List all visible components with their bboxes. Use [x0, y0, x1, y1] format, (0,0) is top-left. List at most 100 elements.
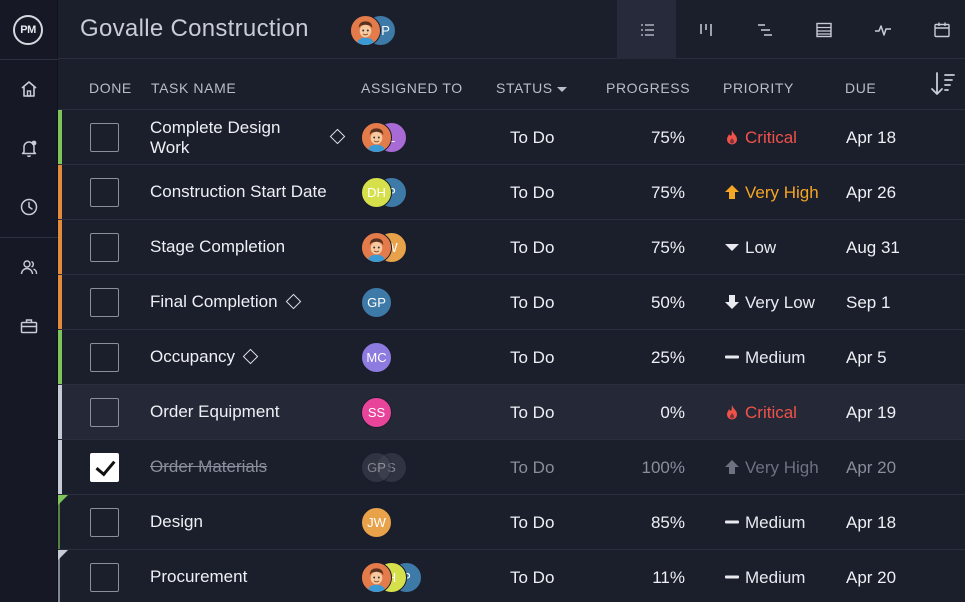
clock-icon[interactable] — [19, 197, 39, 217]
table-row[interactable]: Occupancy MC To Do 25% Medium Apr 5 — [58, 330, 965, 385]
task-progress[interactable]: 100% — [641, 458, 685, 477]
table-row[interactable]: Design JW To Do 85% Medium Apr 18 — [58, 495, 965, 550]
task-priority[interactable]: Critical — [724, 403, 797, 423]
sheet-view-button[interactable] — [794, 0, 853, 59]
task-priority[interactable]: Medium — [724, 513, 805, 533]
table-row[interactable]: Procurement HP To Do 11% Medium Apr 20 — [58, 550, 965, 602]
table-row[interactable]: Final Completion GP To Do 50% Very Low Sep 1 — [58, 275, 965, 330]
assignee-avatars[interactable]: GP S — [361, 452, 421, 484]
task-due-date[interactable]: Apr 18 — [846, 513, 897, 532]
column-header-done[interactable]: DONE — [89, 80, 132, 96]
task-status[interactable]: To Do — [510, 183, 555, 202]
task-name[interactable]: Construction Start Date — [150, 182, 327, 201]
task-progress[interactable]: 50% — [650, 293, 685, 312]
home-icon[interactable] — [19, 79, 39, 99]
avatar[interactable]: DH — [361, 177, 392, 208]
task-progress[interactable]: 25% — [650, 348, 685, 367]
table-row[interactable]: Complete Design Work L To Do 75% Critical Apr… — [58, 110, 965, 165]
column-header-assigned-to[interactable]: ASSIGNED TO — [361, 80, 463, 96]
task-status[interactable]: To Do — [510, 403, 555, 422]
sort-order-icon[interactable] — [930, 71, 956, 97]
done-checkbox[interactable] — [90, 233, 119, 262]
task-status[interactable]: To Do — [510, 293, 555, 312]
task-priority[interactable]: Very Low — [724, 293, 815, 313]
avatar-photo[interactable] — [361, 562, 392, 593]
assignee-avatars[interactable]: W — [361, 232, 421, 264]
done-checkbox[interactable] — [90, 288, 119, 317]
gantt-view-button[interactable] — [735, 0, 794, 59]
task-due-date[interactable]: Apr 19 — [846, 403, 897, 422]
done-checkbox[interactable] — [90, 453, 119, 482]
task-priority[interactable]: Low — [724, 238, 776, 258]
column-header-due[interactable]: DUE — [845, 80, 877, 96]
avatar[interactable]: MC — [361, 342, 392, 373]
column-header-task-name[interactable]: TASK NAME — [151, 80, 237, 96]
task-priority[interactable]: Very High — [724, 458, 819, 478]
people-icon[interactable] — [19, 257, 39, 277]
task-status[interactable]: To Do — [510, 568, 555, 587]
task-due-date[interactable]: Apr 18 — [846, 128, 897, 147]
task-due-date[interactable]: Apr 26 — [846, 183, 897, 202]
table-row[interactable]: Order Equipment SS To Do 0% Critical Apr 19 — [58, 385, 965, 440]
task-status[interactable]: To Do — [510, 513, 555, 532]
task-due-date[interactable]: Sep 1 — [846, 293, 891, 312]
done-checkbox[interactable] — [90, 178, 119, 207]
assignee-avatars[interactable]: GP — [361, 287, 421, 319]
done-checkbox[interactable] — [90, 123, 119, 152]
calendar-view-button[interactable] — [912, 0, 965, 59]
task-progress[interactable]: 11% — [652, 568, 685, 587]
briefcase-icon[interactable] — [19, 316, 39, 336]
task-name[interactable]: Order Equipment — [150, 402, 280, 421]
logo[interactable]: PM — [13, 15, 43, 45]
assignee-avatars[interactable]: MC — [361, 342, 421, 374]
task-due-date[interactable]: Apr 5 — [846, 348, 887, 367]
task-due-date[interactable]: Aug 31 — [846, 238, 900, 257]
list-view-button[interactable] — [617, 0, 676, 59]
project-team-avatars[interactable]: GP — [350, 15, 410, 46]
task-progress[interactable]: 75% — [650, 238, 685, 257]
task-name[interactable]: Procurement — [150, 567, 248, 586]
done-checkbox[interactable] — [90, 343, 119, 372]
board-view-button[interactable] — [676, 0, 735, 59]
assignee-avatars[interactable]: SS — [361, 397, 421, 429]
task-priority[interactable]: Medium — [724, 568, 805, 588]
task-progress[interactable]: 0% — [660, 403, 685, 422]
avatar[interactable]: GP — [361, 287, 392, 318]
task-status[interactable]: To Do — [510, 128, 555, 147]
task-status[interactable]: To Do — [510, 348, 555, 367]
task-name[interactable]: Design — [150, 512, 203, 531]
column-header-progress[interactable]: PROGRESS — [606, 80, 691, 96]
task-name[interactable]: Final Completion — [150, 292, 278, 311]
avatar[interactable]: JW — [361, 507, 392, 538]
task-progress[interactable]: 85% — [650, 513, 685, 532]
done-checkbox[interactable] — [90, 563, 119, 592]
assignee-avatars[interactable]: HP — [361, 562, 422, 594]
task-name[interactable]: Order Materials — [150, 457, 268, 476]
avatar[interactable]: SS — [361, 397, 392, 428]
avatar-photo[interactable] — [350, 15, 381, 46]
table-row[interactable]: Construction Start Date DHP To Do 75% Very H… — [58, 165, 965, 220]
assignee-avatars[interactable]: DHP — [361, 177, 421, 209]
bell-icon[interactable] — [19, 138, 39, 158]
task-name[interactable]: Complete Design Work — [150, 118, 281, 157]
task-due-date[interactable]: Apr 20 — [846, 458, 897, 477]
task-status[interactable]: To Do — [510, 238, 555, 257]
task-progress[interactable]: 75% — [650, 183, 685, 202]
assignee-avatars[interactable]: L — [361, 122, 421, 154]
table-row[interactable]: Stage Completion W To Do 75% Low Aug 31 — [58, 220, 965, 275]
task-status[interactable]: To Do — [510, 458, 555, 477]
avatar[interactable]: GP — [361, 452, 392, 483]
task-priority[interactable]: Critical — [724, 128, 797, 148]
avatar-photo[interactable] — [361, 122, 392, 153]
done-checkbox[interactable] — [90, 398, 119, 427]
task-name[interactable]: Stage Completion — [150, 237, 286, 256]
project-title[interactable]: Govalle Construction — [80, 15, 309, 42]
done-checkbox[interactable] — [90, 508, 119, 537]
assignee-avatars[interactable]: JW — [361, 507, 421, 539]
avatar-photo[interactable] — [361, 232, 392, 263]
task-progress[interactable]: 75% — [650, 128, 685, 147]
column-header-priority[interactable]: PRIORITY — [723, 80, 794, 96]
column-header-status[interactable]: STATUS — [496, 80, 567, 96]
task-priority[interactable]: Very High — [724, 183, 819, 203]
task-name[interactable]: Occupancy — [150, 347, 236, 366]
